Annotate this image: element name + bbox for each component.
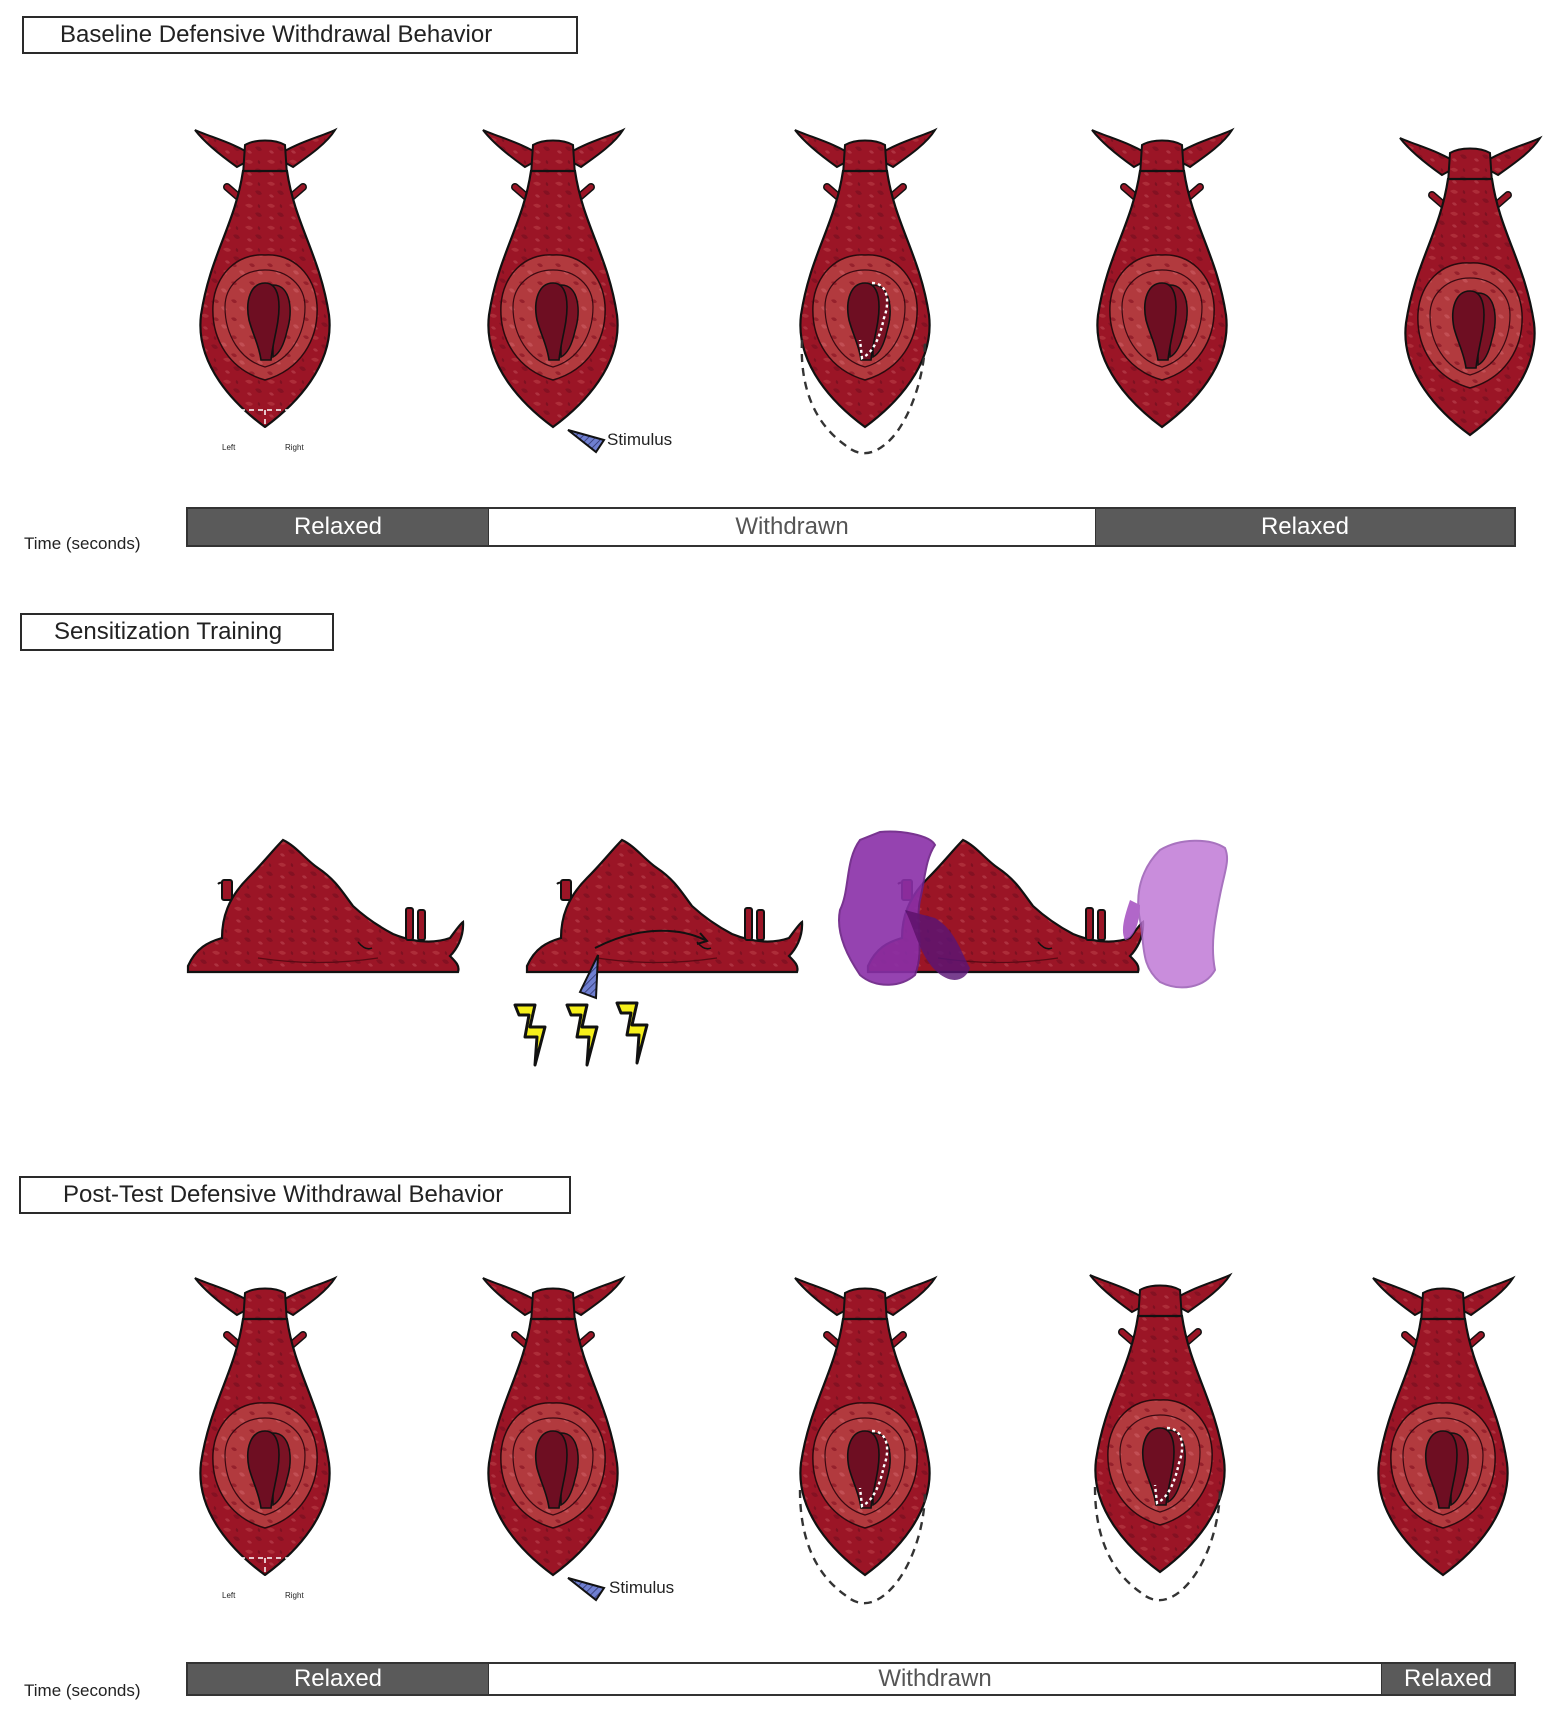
timeline-segment-relaxed: Relaxed (1096, 509, 1514, 545)
training-slug-2 (525, 838, 804, 974)
timeline-segment-relaxed: Relaxed (188, 509, 488, 545)
posttest-title: Post-Test Defensive Withdrawal Behavior (19, 1176, 571, 1214)
gill-retract-outline (858, 1429, 889, 1508)
baseline-slug-4 (1092, 130, 1232, 427)
left-label: Left (222, 443, 236, 452)
timeline-segment-withdrawn: Withdrawn (488, 1664, 1382, 1694)
left-label: Left (222, 1591, 236, 1600)
left-right-divider (222, 1557, 302, 1603)
withdrawal-outline (798, 1489, 927, 1605)
stimulus-label: Stimulus (607, 430, 673, 449)
baseline-slug-5 (1400, 138, 1540, 435)
ink-cloud-icon (838, 830, 970, 986)
withdrawal-outline (1093, 1486, 1222, 1602)
left-right-divider (222, 409, 302, 455)
time-axis-label: Time (seconds) (24, 534, 141, 553)
timeline-segment-relaxed: Relaxed (188, 1664, 488, 1694)
baseline-timeline: Relaxed Withdrawn Relaxed (186, 507, 1516, 547)
posttest-slug-5 (1373, 1278, 1513, 1575)
baseline-slug-1 (195, 130, 335, 427)
stimulus-probe-icon (567, 1577, 606, 1602)
stimulus-arrow (594, 929, 706, 949)
lightning-bolt-icon (615, 1001, 649, 1065)
ink-cloud-icon (1122, 839, 1229, 989)
lightning-bolt-icon (513, 1003, 547, 1067)
training-slug-1 (186, 838, 465, 974)
posttest-slugs (195, 1275, 1513, 1575)
sensitization-title: Sensitization Training (20, 613, 334, 651)
baseline-slug-3 (795, 130, 935, 427)
stimulus-label: Stimulus (609, 1578, 675, 1597)
stimulus-probe-icon (567, 429, 606, 454)
right-label: Right (285, 1591, 304, 1600)
timeline-segment-relaxed: Relaxed (1382, 1664, 1514, 1694)
posttest-slug-3 (795, 1278, 935, 1575)
withdrawal-outline (800, 339, 927, 455)
stimulus-probe-icon (578, 954, 599, 1000)
posttest-slug-2 (483, 1278, 623, 1575)
posttest-slug-4 (1090, 1275, 1230, 1572)
timeline-segment-withdrawn: Withdrawn (488, 509, 1096, 545)
baseline-title: Baseline Defensive Withdrawal Behavior (22, 16, 578, 54)
gill-retract-outline (1153, 1426, 1184, 1505)
right-label: Right (285, 443, 304, 452)
gill-retract-outline (858, 281, 889, 360)
lightning-bolt-icon (565, 1003, 599, 1067)
time-axis-label: Time (seconds) (24, 1681, 141, 1700)
posttest-timeline: Relaxed Withdrawn Relaxed (186, 1662, 1516, 1696)
baseline-slug-2 (483, 130, 623, 427)
posttest-slug-1 (195, 1278, 335, 1575)
baseline-slugs (195, 130, 1540, 435)
